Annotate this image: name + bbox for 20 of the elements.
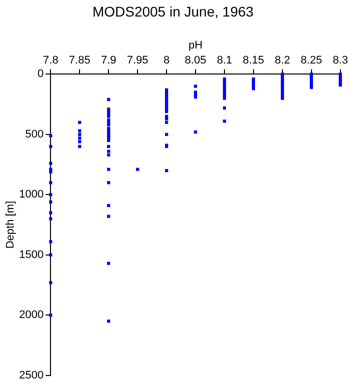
y-tick-label: 1000 bbox=[19, 188, 44, 201]
x-tick-label: 8.1 bbox=[216, 54, 232, 67]
y-tick-label: 500 bbox=[25, 128, 44, 140]
x-axis-title: pH bbox=[188, 39, 203, 52]
x-tick-label: 7.8 bbox=[43, 54, 58, 67]
y-tick-label: 2500 bbox=[19, 369, 44, 382]
chart-title: MODS2005 in June, 1963 bbox=[92, 3, 254, 20]
y-axis-title: Depth [m] bbox=[4, 200, 17, 249]
x-tick-label: 8.2 bbox=[274, 54, 290, 67]
y-tick-label: 0 bbox=[38, 68, 44, 80]
x-tick-label: 7.85 bbox=[68, 54, 90, 67]
x-tick-label: 8.3 bbox=[332, 54, 348, 67]
x-tick-label: 8.25 bbox=[300, 54, 322, 67]
y-tick-label: 2000 bbox=[19, 309, 44, 322]
x-tick-label: 8.15 bbox=[242, 54, 264, 67]
x-tick-label: 8.05 bbox=[184, 54, 206, 67]
x-tick-label: 7.9 bbox=[100, 54, 116, 67]
y-tick-label: 1500 bbox=[19, 248, 44, 261]
x-tick-label: 7.95 bbox=[126, 54, 148, 67]
x-tick-label: 8 bbox=[163, 54, 170, 67]
